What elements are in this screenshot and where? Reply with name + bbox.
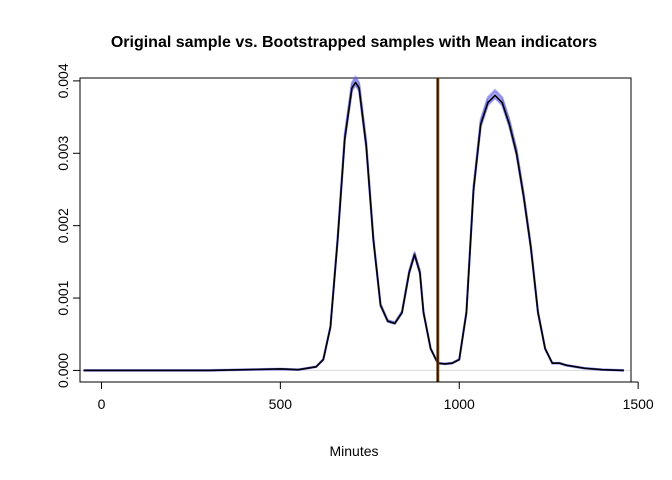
x-tick-label: 1500 [623, 396, 654, 412]
plot-layer: 0 500 1000 1500 0.000 0.001 0.002 0.003 0.004 [55, 63, 654, 412]
plot-frame [79, 77, 632, 383]
bootstrap-curve-2 [83, 84, 624, 372]
y-tick-label: 0.001 [55, 280, 71, 315]
y-tick-label: 0.003 [55, 136, 71, 171]
y-tick-label: 0.000 [55, 353, 71, 388]
original-density-line [83, 81, 624, 372]
bootstrap-curve-4 [83, 83, 624, 372]
chart-title: Original sample vs. Bootstrapped samples… [111, 34, 597, 51]
y-tick-label: 0.002 [55, 208, 71, 243]
bootstrap-curve-3 [83, 78, 624, 372]
bootstrap-curve-5 [83, 75, 624, 372]
y-tick-label: 0.004 [55, 63, 71, 98]
x-axis-label: Minutes [329, 443, 378, 459]
x-tick-label: 1000 [444, 396, 475, 412]
bootstrap-curve-1 [83, 77, 624, 372]
x-tick-label: 0 [98, 396, 106, 412]
x-tick-label: 500 [269, 396, 293, 412]
